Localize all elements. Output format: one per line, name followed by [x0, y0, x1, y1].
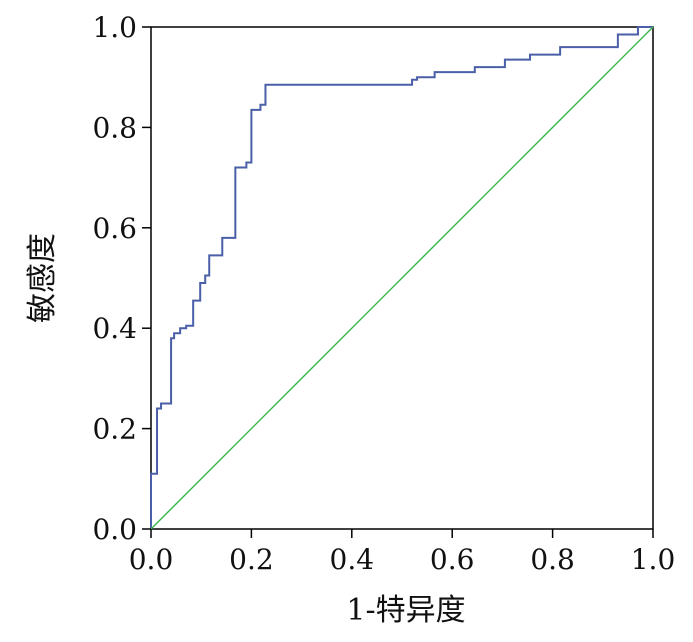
x-tick-label: 0.0 — [129, 543, 174, 576]
y-tick-label: 0.0 — [92, 513, 137, 546]
y-tick-label: 0.6 — [92, 212, 137, 245]
x-tick-label: 0.8 — [530, 543, 575, 576]
y-tick-label: 0.2 — [92, 413, 137, 446]
y-tick-label: 1.0 — [92, 11, 137, 44]
reference-diagonal-line — [150, 26, 654, 530]
y-tick-label: 0.4 — [92, 312, 137, 345]
y-tick-label: 0.8 — [92, 111, 137, 144]
series-layer — [150, 26, 654, 530]
x-tick-label: 0.2 — [229, 543, 274, 576]
y-axis: 0.0 0.2 0.4 0.6 0.8 1.0 — [92, 11, 151, 546]
y-axis-label: 敏感度 — [25, 233, 60, 323]
x-axis-label: 1-特异度 — [346, 593, 465, 628]
x-tick-label: 0.6 — [430, 543, 475, 576]
x-tick-label: 0.4 — [330, 543, 375, 576]
roc-curve-line — [150, 26, 653, 529]
plot-frame — [150, 26, 654, 530]
x-tick-label: 1.0 — [631, 543, 676, 576]
x-axis: 0.0 0.2 0.4 0.6 0.8 1.0 — [129, 529, 676, 576]
